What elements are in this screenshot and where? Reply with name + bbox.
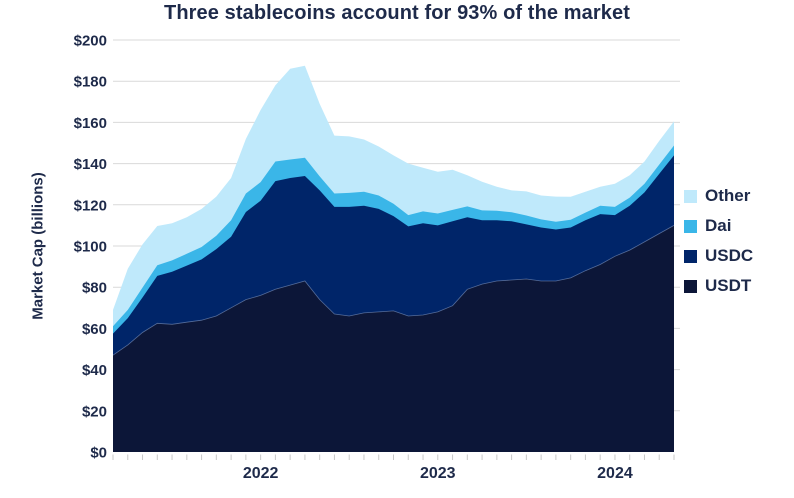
dai-series-swatch-icon [684,219,697,233]
x-tick-label: 2024 [597,465,633,482]
legend-item-other: Other [684,186,753,206]
legend-label-other: Other [705,186,751,205]
legend: Other Dai USDC USDT [684,186,753,296]
usdt-series-swatch-icon [684,279,697,293]
y-tick-label: $160 [74,115,107,132]
y-tick-label: $40 [82,362,107,379]
y-tick-label: $80 [82,280,107,297]
x-tick-label: 2023 [420,465,456,482]
area-usdt [113,225,674,452]
legend-item-usdt: USDT [684,276,753,296]
legend-item-dai: Dai [684,216,753,236]
y-tick-label: $0 [90,445,107,462]
other-series-swatch-icon [684,189,697,203]
y-tick-label: $20 [82,403,107,420]
legend-label-usdc: USDC [705,246,754,265]
usdt-top-boundary-line [112,225,675,356]
legend-item-usdc: USDC [684,246,753,266]
usdc-series-swatch-icon [684,249,697,263]
y-tick-label: $180 [74,74,107,91]
y-tick-label: $140 [74,156,107,173]
y-tick-label: $200 [74,33,107,50]
y-tick-label: $120 [74,197,107,214]
x-tick-label: 2022 [243,465,279,482]
legend-label-usdt: USDT [705,276,752,295]
chart-title: Three stablecoins account for 93% of the… [164,2,630,24]
y-tick-label: $60 [82,321,107,338]
y-tick-label: $100 [74,239,107,256]
legend-label-dai: Dai [705,216,732,235]
